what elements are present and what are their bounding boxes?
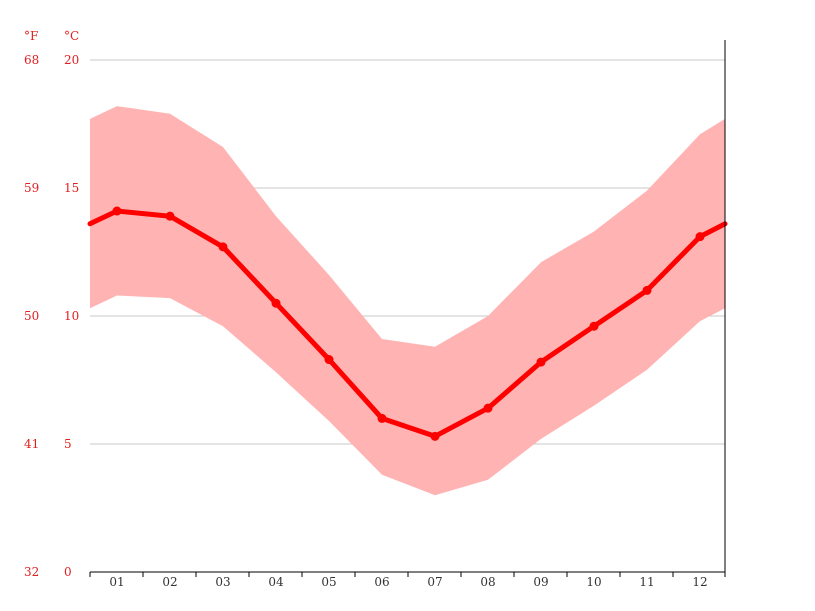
x-tick-label-07: 07 xyxy=(427,575,442,589)
y-tick-f-50: 50 xyxy=(24,309,39,323)
y-tick-c-20: 20 xyxy=(64,53,79,67)
y-tick-c-5: 5 xyxy=(64,437,72,451)
x-tick-label-10: 10 xyxy=(586,575,601,589)
x-tick-label-03: 03 xyxy=(215,575,230,589)
y-tick-c-0: 0 xyxy=(64,565,72,579)
mean-point-07 xyxy=(430,431,440,441)
mean-point-06 xyxy=(377,413,387,423)
mean-point-04 xyxy=(271,298,281,308)
y-tick-c-15: 15 xyxy=(64,181,79,195)
mean-point-05 xyxy=(324,355,334,365)
mean-point-09 xyxy=(536,357,546,367)
x-tick-label-08: 08 xyxy=(480,575,495,589)
min-max-band xyxy=(90,106,725,496)
x-tick-label-06: 06 xyxy=(374,575,389,589)
x-tick-label-05: 05 xyxy=(321,575,336,589)
x-tick-label-11: 11 xyxy=(639,575,654,589)
labels-layer: °F °C 32 0 41 5 50 10 59 15 68 20 01 02 03 04 05 06 07 08… xyxy=(24,29,708,589)
x-tick-label-09: 09 xyxy=(533,575,548,589)
y-tick-f-68: 68 xyxy=(24,53,39,67)
x-tick-label-01: 01 xyxy=(109,575,124,589)
mean-points-layer xyxy=(112,206,705,441)
y-tick-f-59: 59 xyxy=(24,181,39,195)
mean-point-10 xyxy=(589,321,599,331)
x-tick-label-12: 12 xyxy=(692,575,707,589)
celsius-unit-label: °C xyxy=(64,29,79,43)
mean-temperature-line xyxy=(87,208,728,439)
mean-point-01 xyxy=(112,206,122,216)
x-tick-label-04: 04 xyxy=(268,575,284,589)
y-tick-f-41: 41 xyxy=(24,437,39,451)
fahrenheit-unit-label: °F xyxy=(24,29,38,43)
mean-point-11 xyxy=(642,285,652,295)
mean-point-03 xyxy=(218,242,228,252)
y-tick-c-10: 10 xyxy=(64,309,79,323)
y-tick-f-32: 32 xyxy=(24,565,39,579)
axes-layer xyxy=(89,40,726,577)
mean-point-08 xyxy=(483,403,493,413)
x-tick-label-02: 02 xyxy=(162,575,177,589)
mean-point-12 xyxy=(695,232,705,242)
mean-point-02 xyxy=(165,211,175,221)
